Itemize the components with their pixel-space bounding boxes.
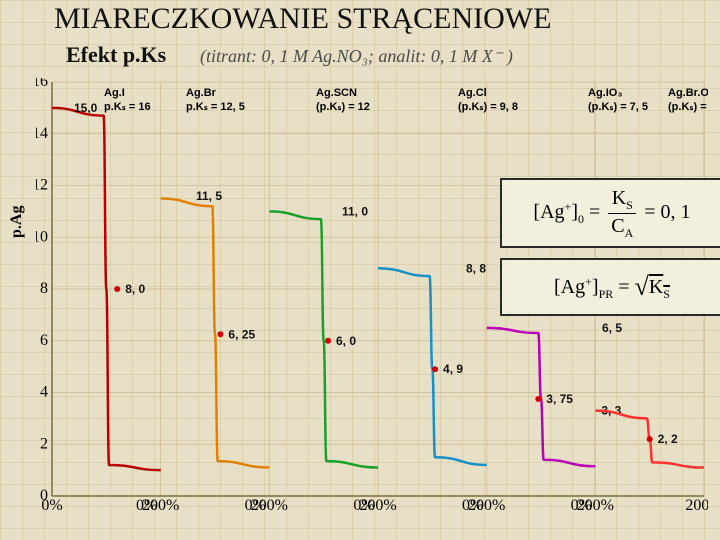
svg-text:11, 0: 11, 0	[342, 204, 368, 218]
svg-text:Ag.SCN: Ag.SCN	[316, 87, 357, 99]
subtitle-right: (titrant: 0, 1 M Ag.NO₃; analit: 0, 1 M …	[200, 46, 513, 67]
svg-text:Ag.IO₃: Ag.IO₃	[588, 87, 622, 99]
svg-text:0%: 0%	[136, 497, 157, 514]
svg-text:8: 8	[40, 280, 48, 297]
svg-text:p.Kₛ = 12, 5: p.Kₛ = 12, 5	[186, 101, 245, 113]
svg-text:6, 25: 6, 25	[228, 327, 255, 341]
svg-text:200%: 200%	[685, 497, 708, 514]
svg-text:3, 75: 3, 75	[546, 392, 573, 406]
svg-text:(p.Kₛ) = 4, 3: (p.Kₛ) = 4, 3	[668, 101, 708, 113]
svg-text:2, 2: 2, 2	[658, 432, 678, 446]
svg-text:2: 2	[40, 435, 48, 452]
svg-text:12: 12	[36, 177, 48, 194]
svg-text:6, 5: 6, 5	[602, 321, 622, 335]
subtitle-left: Efekt p.Ks	[66, 42, 166, 68]
page-title: MIARECZKOWANIE STRĄCENIOWE	[54, 2, 551, 36]
svg-text:0%: 0%	[462, 497, 483, 514]
svg-text:p.Kₛ = 16: p.Kₛ = 16	[104, 101, 151, 113]
svg-text:0%: 0%	[41, 497, 62, 514]
svg-text:10: 10	[36, 228, 48, 245]
svg-text:(p.Kₛ) = 9, 8: (p.Kₛ) = 9, 8	[458, 101, 518, 113]
svg-text:0%: 0%	[353, 497, 374, 514]
y-axis-label: p.Ag	[8, 206, 26, 238]
svg-text:16: 16	[36, 78, 48, 90]
svg-text:6: 6	[40, 332, 48, 349]
svg-text:11, 5: 11, 5	[196, 189, 222, 203]
svg-text:15,0: 15,0	[74, 101, 98, 115]
svg-text:Ag.I: Ag.I	[104, 87, 125, 99]
svg-text:Ag.Cl: Ag.Cl	[458, 87, 487, 99]
svg-text:Ag.Br: Ag.Br	[186, 87, 217, 99]
svg-text:4: 4	[40, 384, 48, 401]
svg-text:(p.Kₛ) = 7, 5: (p.Kₛ) = 7, 5	[588, 101, 648, 113]
svg-text:(p.Kₛ) = 12: (p.Kₛ) = 12	[316, 101, 370, 113]
svg-text:0%: 0%	[571, 497, 592, 514]
svg-text:8, 0: 8, 0	[125, 282, 145, 296]
titration-chart: p.Ag 02468101214160%200%0%200%0%200%0%20…	[36, 78, 708, 522]
svg-text:14: 14	[36, 125, 48, 142]
svg-text:4, 9: 4, 9	[443, 362, 463, 376]
svg-text:0%: 0%	[245, 497, 266, 514]
svg-text:6, 0: 6, 0	[336, 334, 356, 348]
svg-text:Ag.Br.O₃: Ag.Br.O₃	[668, 87, 708, 99]
formula-box-2: [Ag+]PR = √KS	[500, 258, 720, 316]
formula-box-1: [Ag+]0 = KSCA = 0, 1	[500, 178, 720, 248]
svg-text:8, 8: 8, 8	[466, 261, 486, 275]
